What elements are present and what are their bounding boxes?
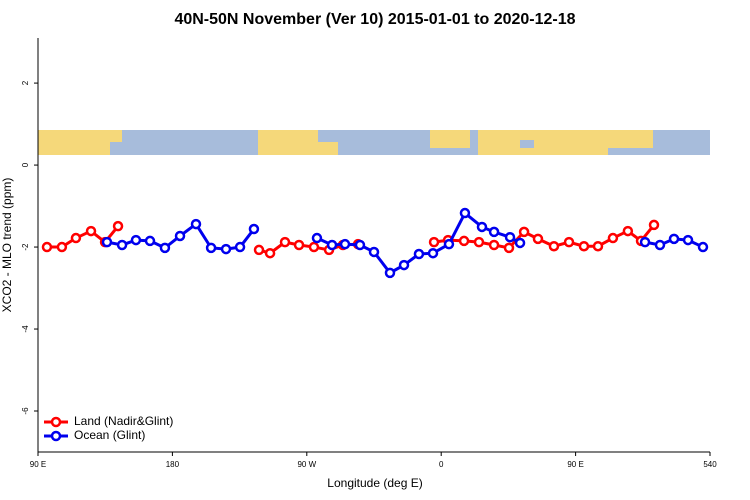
point bbox=[279, 236, 291, 248]
point bbox=[159, 242, 171, 254]
point bbox=[205, 242, 217, 254]
point bbox=[253, 244, 265, 256]
point bbox=[398, 259, 410, 271]
point bbox=[248, 223, 260, 235]
point bbox=[293, 239, 305, 251]
point bbox=[70, 232, 82, 244]
point bbox=[428, 236, 440, 248]
x-tick-label: 90 E bbox=[30, 460, 46, 469]
point bbox=[220, 243, 232, 255]
x-tick-label: 90 E bbox=[567, 460, 583, 469]
y-tick-label: 0 bbox=[21, 162, 30, 167]
point bbox=[639, 236, 651, 248]
point bbox=[668, 233, 680, 245]
point bbox=[504, 231, 516, 243]
legend-marker bbox=[50, 416, 62, 428]
point bbox=[503, 242, 515, 254]
point bbox=[41, 241, 53, 253]
point bbox=[174, 230, 186, 242]
x-tick-label: 540 bbox=[703, 460, 717, 469]
point bbox=[190, 218, 202, 230]
point bbox=[427, 247, 439, 259]
point bbox=[85, 225, 97, 237]
y-tick-label: 2 bbox=[21, 80, 30, 85]
y-axis-label: XCO2 - MLO trend (ppm) bbox=[0, 178, 14, 313]
point bbox=[514, 237, 526, 249]
point bbox=[130, 234, 142, 246]
point bbox=[622, 225, 634, 237]
point bbox=[144, 235, 156, 247]
point bbox=[459, 207, 471, 219]
point bbox=[112, 220, 124, 232]
chart-title: 40N-50N November (Ver 10) 2015-01-01 to … bbox=[174, 11, 575, 28]
point bbox=[532, 233, 544, 245]
point bbox=[368, 246, 380, 258]
y-tick-label: -6 bbox=[21, 407, 30, 415]
point bbox=[308, 241, 320, 253]
point bbox=[548, 240, 560, 252]
x-tick-label: 90 W bbox=[297, 460, 316, 469]
point bbox=[384, 267, 396, 279]
point bbox=[648, 219, 660, 231]
x-tick-label: 180 bbox=[166, 460, 180, 469]
point bbox=[56, 241, 68, 253]
point bbox=[488, 239, 500, 251]
point bbox=[654, 239, 666, 251]
point bbox=[563, 236, 575, 248]
map-strip bbox=[38, 130, 710, 155]
point bbox=[116, 239, 128, 251]
point bbox=[264, 247, 276, 259]
point bbox=[473, 236, 485, 248]
point bbox=[518, 226, 530, 238]
x-axis-label: Longitude (deg E) bbox=[327, 476, 422, 490]
point bbox=[326, 239, 338, 251]
point bbox=[354, 239, 366, 251]
point bbox=[311, 232, 323, 244]
legend-label: Land (Nadir&Glint) bbox=[74, 414, 173, 428]
point bbox=[476, 221, 488, 233]
legend-marker bbox=[50, 430, 62, 442]
x-tick-label: 0 bbox=[439, 460, 444, 469]
point bbox=[592, 240, 604, 252]
point bbox=[443, 238, 455, 250]
point bbox=[101, 236, 113, 248]
point bbox=[488, 226, 500, 238]
y-tick-label: -4 bbox=[21, 325, 30, 333]
point bbox=[339, 238, 351, 250]
point bbox=[234, 241, 246, 253]
legend-label: Ocean (Glint) bbox=[74, 428, 145, 442]
point bbox=[607, 232, 619, 244]
point bbox=[697, 241, 709, 253]
point bbox=[413, 248, 425, 260]
point bbox=[682, 234, 694, 246]
point bbox=[578, 240, 590, 252]
y-tick-label: -2 bbox=[21, 243, 30, 251]
point bbox=[458, 235, 470, 247]
